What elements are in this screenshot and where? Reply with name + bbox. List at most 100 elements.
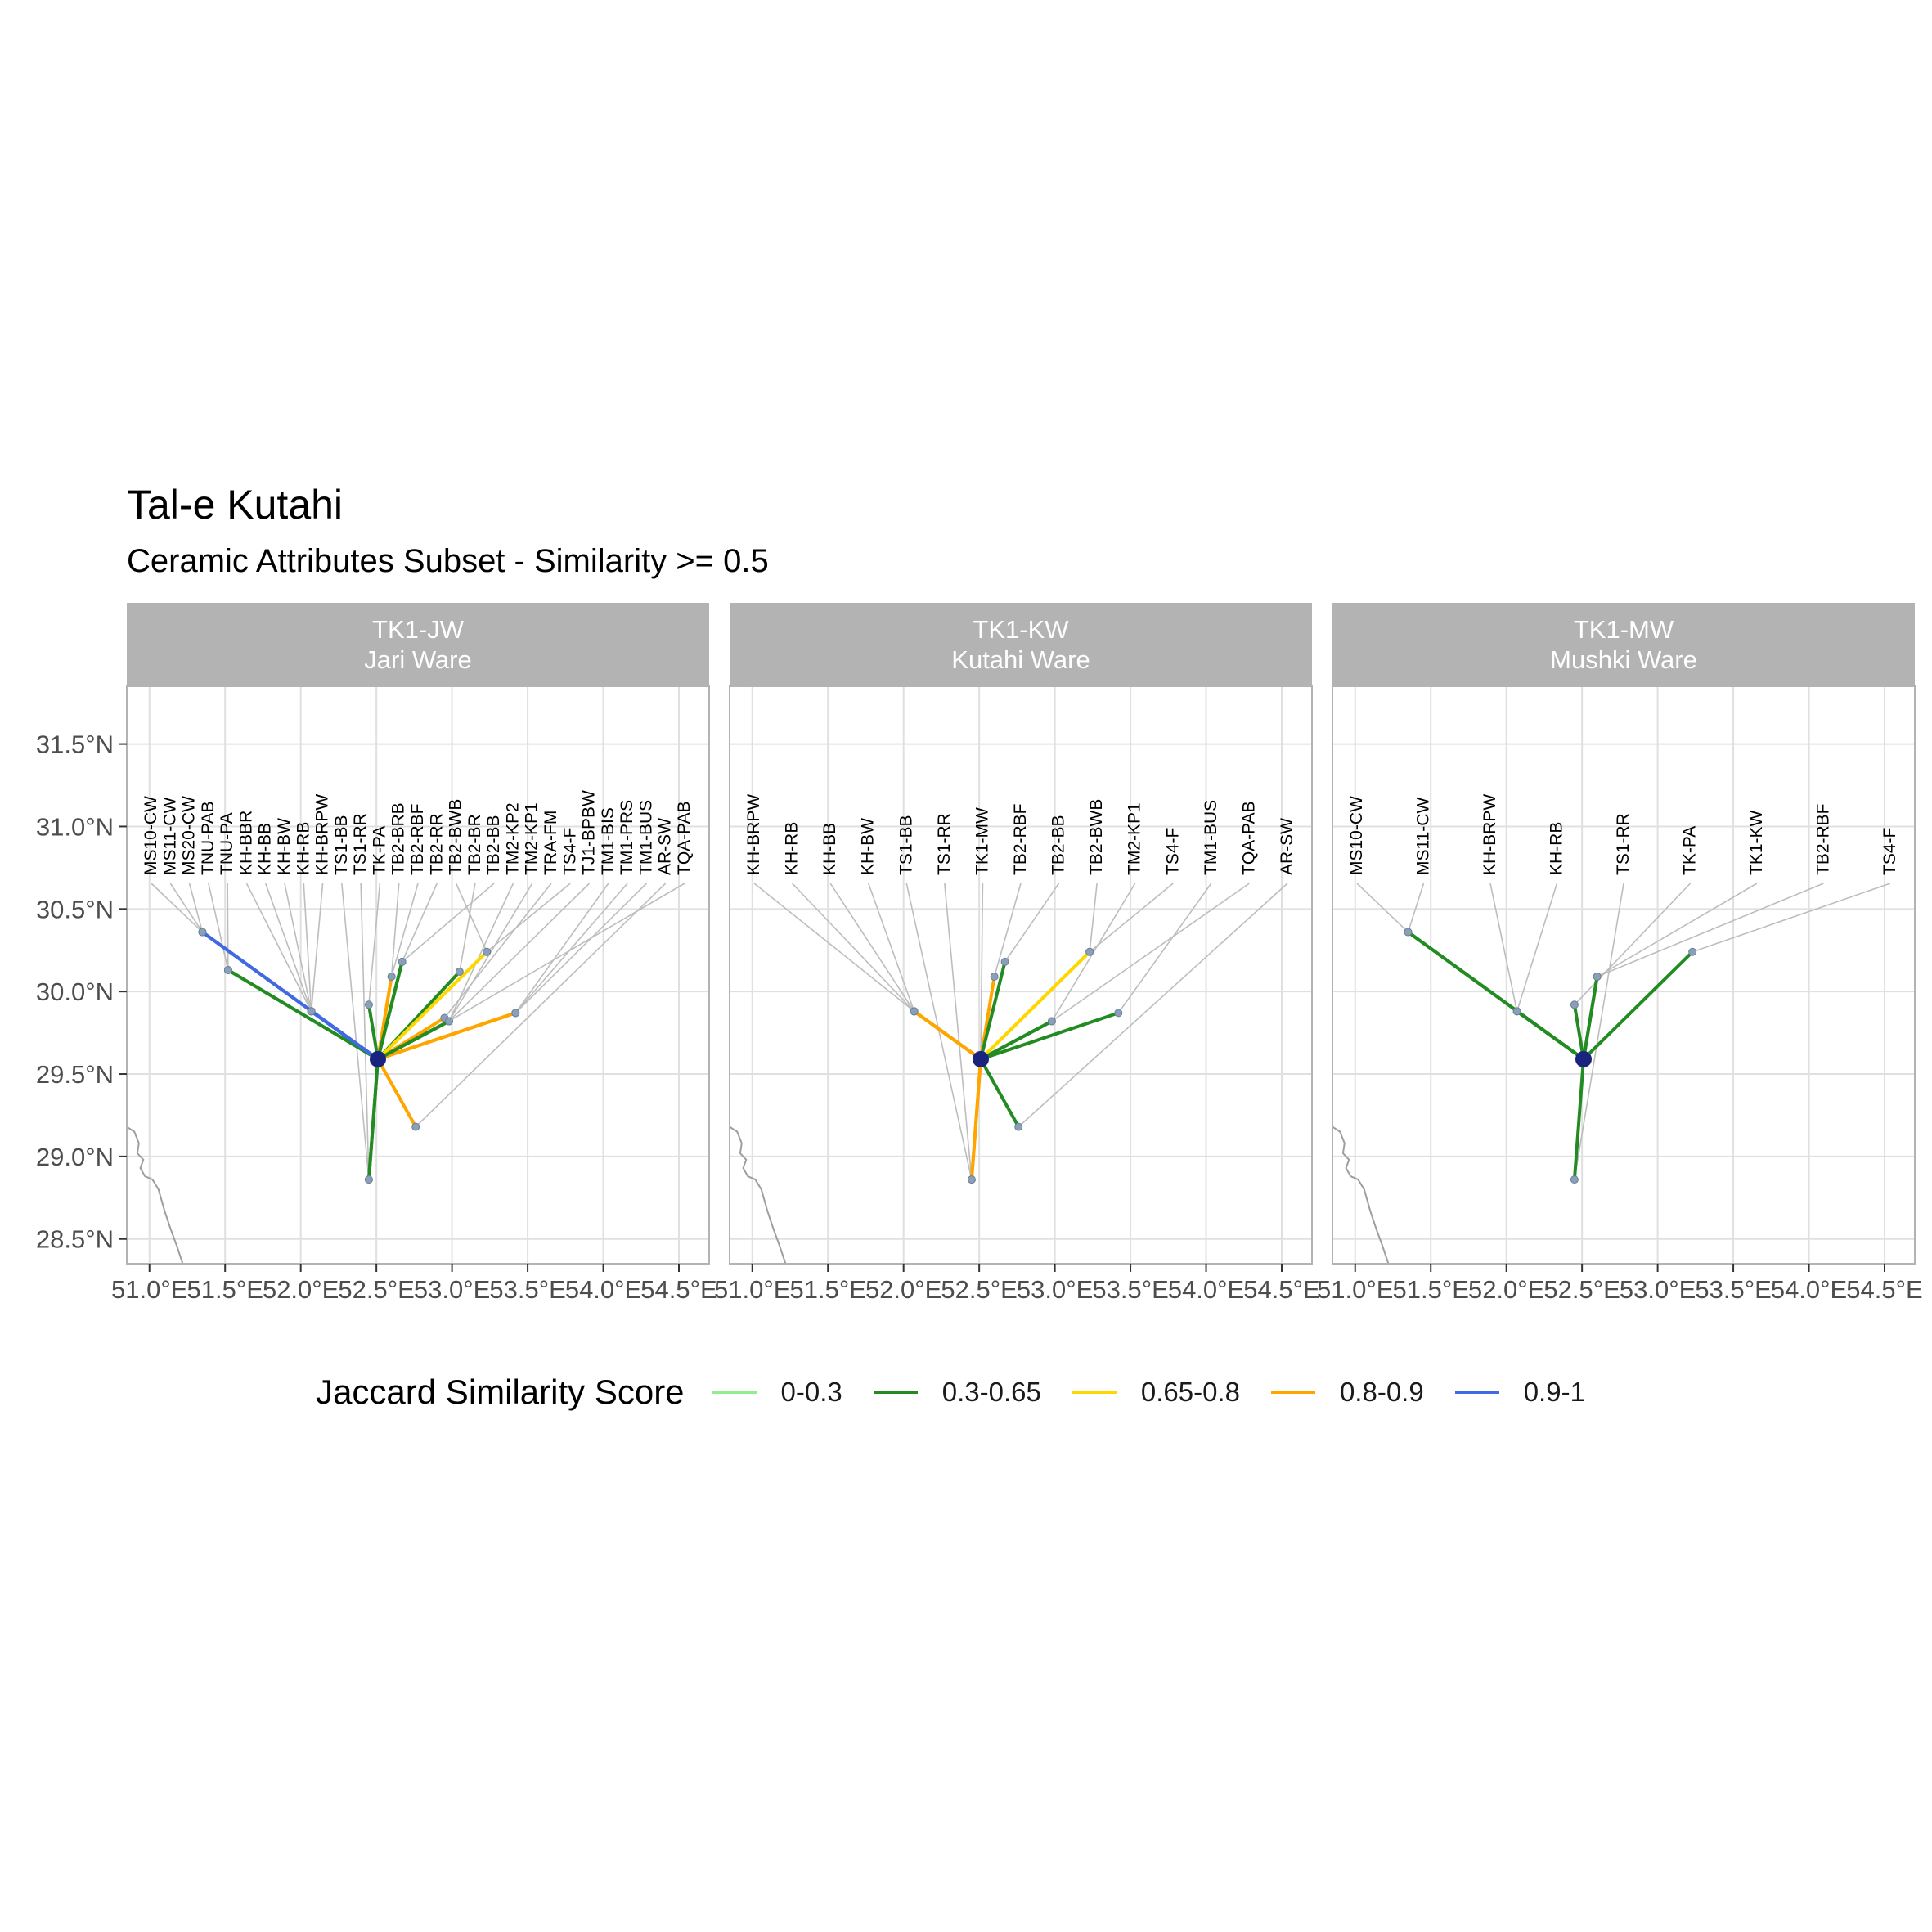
site-label: TM1-BIS — [599, 807, 618, 875]
legend-swatch — [1454, 1391, 1499, 1394]
site-label: TS4-F — [1163, 828, 1182, 875]
site-label: AR-SW — [656, 818, 675, 875]
leader-line — [1597, 883, 1824, 977]
x-tick-label: 51.0°E — [714, 1275, 790, 1304]
site-point — [1404, 928, 1413, 937]
x-tick-label: 53.5°E — [489, 1275, 565, 1304]
legend-title: Jaccard Similarity Score — [316, 1373, 685, 1411]
site-label: TS1-BB — [896, 815, 915, 875]
x-tick-label: 53.5°E — [1092, 1275, 1168, 1304]
leader-line — [791, 883, 915, 1012]
origin-point — [1575, 1050, 1592, 1067]
site-label: TM2-KP2 — [503, 802, 522, 875]
site-label: KH-BW — [275, 818, 294, 875]
site-point — [364, 1175, 373, 1184]
site-point — [1512, 1007, 1521, 1016]
leader-line — [443, 883, 552, 1018]
site-point — [1085, 947, 1094, 956]
leader-line — [1004, 883, 1060, 963]
leader-line — [390, 883, 400, 977]
legend-swatch — [712, 1391, 757, 1394]
site-point — [511, 1009, 520, 1018]
x-tick-label: 54.0°E — [1168, 1275, 1244, 1304]
site-label: TB2-RBF — [1814, 803, 1833, 875]
site-point — [307, 1007, 316, 1016]
x-tick-label: 54.0°E — [1771, 1275, 1847, 1304]
site-point — [1688, 947, 1697, 956]
x-tick-label: 52.5°E — [941, 1275, 1017, 1304]
site-label: KH-BBR — [236, 811, 255, 875]
site-label: TQA-PAB — [1239, 801, 1258, 875]
coastline — [127, 1126, 184, 1264]
connection-line — [375, 959, 404, 1061]
leader-line — [1117, 883, 1212, 1013]
facet-strip-code: TK1-KW — [973, 615, 1069, 644]
leader-line — [188, 883, 204, 932]
site-label: KH-BRPW — [313, 794, 332, 875]
leader-line — [310, 883, 324, 1012]
connection-line — [375, 1019, 451, 1061]
leader-line — [341, 883, 370, 1180]
site-label: MS10-CW — [142, 796, 160, 875]
facet-strip — [127, 603, 709, 686]
site-label: KH-BB — [256, 823, 275, 875]
leader-line — [514, 883, 647, 1013]
legend-item-0.8-0.9: 0.8-0.9 — [1270, 1377, 1424, 1408]
leader-line — [486, 883, 571, 953]
leader-line — [401, 883, 438, 963]
connection-line — [375, 1011, 518, 1061]
site-label: TB2-BR — [465, 814, 484, 875]
site-label: KH-BRPW — [744, 794, 763, 875]
connection-line — [1581, 950, 1695, 1061]
site-point — [483, 947, 492, 956]
site-label: TK1-KW — [1747, 810, 1766, 875]
y-tick-label: 29.0°N — [36, 1143, 114, 1171]
site-label: TB2-BWB — [447, 799, 465, 875]
legend-item-0.3-0.65: 0.3-0.65 — [873, 1377, 1041, 1408]
leader-line — [390, 883, 419, 977]
leader-line — [1692, 883, 1891, 953]
facet-strip-ware: Kutahi Ware — [951, 645, 1090, 674]
facet-strip — [730, 603, 1312, 686]
site-label: KH-RB — [783, 822, 802, 875]
site-point — [198, 928, 207, 937]
leader-line — [1489, 883, 1518, 1012]
connection-line — [912, 1009, 982, 1061]
site-label: KH-BRPW — [1480, 794, 1499, 875]
leader-line — [1574, 883, 1624, 1180]
site-point — [1047, 1017, 1056, 1026]
leader-line — [303, 883, 312, 1012]
site-point — [364, 1000, 373, 1009]
site-point — [1593, 973, 1602, 982]
origin-point — [369, 1050, 386, 1067]
site-point — [411, 1122, 420, 1131]
site-label: TS4-F — [560, 828, 579, 875]
leader-line — [1089, 883, 1174, 953]
site-label: TRA-FM — [541, 811, 560, 875]
x-tick-label: 52.0°E — [1468, 1275, 1544, 1304]
leader-line — [264, 883, 312, 1012]
legend-label: 0.65-0.8 — [1140, 1377, 1240, 1407]
leader-line — [829, 883, 915, 1012]
leader-line — [448, 883, 591, 1022]
x-tick-label: 54.5°E — [1243, 1275, 1319, 1304]
y-tick-label: 30.0°N — [36, 977, 114, 1006]
connection-line — [1572, 1003, 1585, 1061]
x-tick-label: 51.5°E — [186, 1275, 263, 1304]
leader-line — [208, 883, 229, 971]
connection-line — [375, 950, 489, 1061]
site-label: TB2-BWB — [1087, 799, 1106, 875]
connection-line — [1515, 1009, 1585, 1061]
x-tick-label: 52.0°E — [263, 1275, 339, 1304]
site-point — [1014, 1122, 1023, 1131]
site-point — [910, 1007, 919, 1016]
legend-swatch — [1270, 1391, 1315, 1394]
site-label: TB2-BB — [1049, 815, 1068, 875]
site-label: TNU-PAB — [199, 801, 218, 875]
site-label: TNU-PA — [218, 812, 236, 875]
site-label: KH-BB — [820, 823, 839, 875]
site-label: TB2-RR — [427, 813, 446, 875]
